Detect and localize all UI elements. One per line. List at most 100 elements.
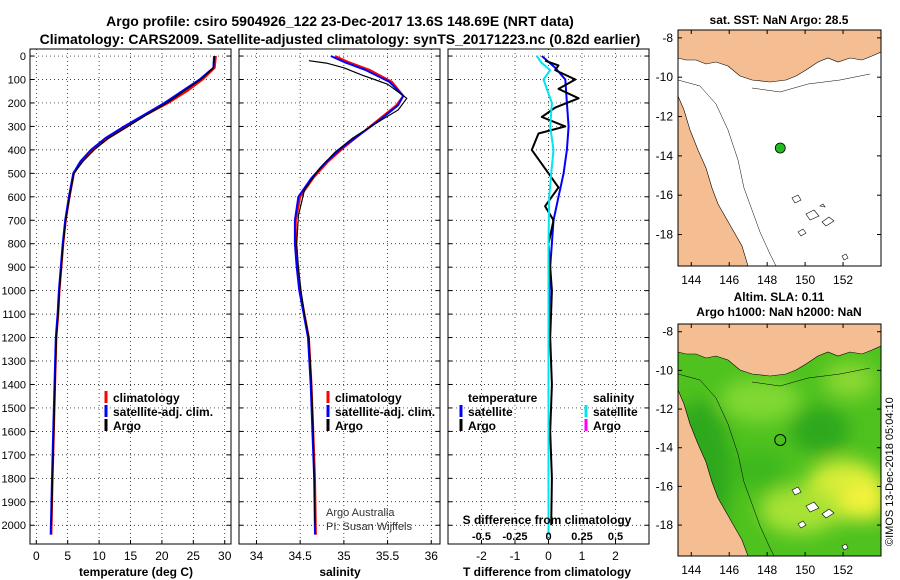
lat-tick-label: -18 (656, 228, 674, 242)
sla-map-panel: Altim. SLA: 0.11 Argo h1000: NaN h2000: … (656, 290, 882, 577)
x-tick-label: 35 (337, 549, 351, 563)
sla-map-land-west (678, 389, 749, 556)
s-difference-tick-labels: -0.5 -0.25 0 0.25 0.5 (472, 531, 623, 543)
y-tick-label: 1000 (2, 286, 26, 298)
lat-tick-label: -18 (656, 518, 674, 532)
lat-tick-label: -16 (656, 479, 674, 493)
lat-tick-label: -14 (656, 149, 674, 163)
s-diff-tick-label: -0.25 (502, 531, 527, 543)
x-tick-label: -1 (510, 549, 521, 563)
sla-map-title-line1: Altim. SLA: 0.11 (734, 290, 825, 304)
salinity-axes-box (238, 48, 441, 545)
y-tick-label: 200 (8, 98, 26, 110)
y-tick-label: 1600 (2, 426, 26, 438)
y-tick-label: 600 (8, 192, 26, 204)
sst-map-shelf-contour (678, 73, 871, 266)
sst-map-area (678, 30, 881, 266)
series-line-climatology (50, 55, 217, 535)
salinity-tick-labels: 34 34.5 35 35.5 36 (250, 549, 438, 563)
series-line-satellite-adj-clim- (293, 55, 405, 535)
series-line-t-argo (530, 59, 580, 526)
series-line-climatology (294, 55, 405, 535)
legend-label-s-argo: Argo (593, 419, 621, 433)
lat-tick-label: -12 (656, 110, 674, 124)
legend-label-argo: Argo (335, 419, 363, 433)
x-tick-label: 30 (218, 549, 232, 563)
lat-tick-label: -8 (662, 31, 673, 45)
x-tick-label: 20 (155, 549, 169, 563)
y-tick-label: 1800 (2, 473, 26, 485)
legend-label-satellite: satellite-adj. clim. (113, 405, 213, 419)
legend-title-temperature: temperature (468, 391, 538, 405)
salinity-annotation-line2: PI: Susan Wijffels (326, 521, 412, 533)
sla-map-lat-ticks: -8 -10 -12 -14 -16 -18 (656, 325, 881, 532)
lat-tick-label: -14 (656, 441, 674, 455)
x-tick-label: 1 (579, 549, 586, 563)
sla-map-lon-ticks: 144 146 148 150 152 (681, 324, 853, 577)
s-diff-tick-label: -0.5 (472, 531, 491, 543)
lat-tick-label: -8 (662, 325, 673, 339)
x-tick-label: 5 (64, 549, 71, 563)
y-tick-label: 100 (8, 74, 26, 86)
sla-map-land-north (678, 324, 881, 377)
y-tick-label: 400 (8, 145, 26, 157)
temperature-legend: climatology satellite-adj. clim. Argo (104, 391, 213, 433)
lat-tick-label: -10 (656, 70, 674, 84)
legend-label-s-satellite: satellite (593, 405, 638, 419)
y-tick-label: 1300 (2, 356, 26, 368)
lat-tick-label: -16 (656, 188, 674, 202)
depth-tick-labels: 0 100 200 300 400 500 600 700 800 900 1000 1100 1200… (2, 51, 26, 532)
x-tick-label: 34.5 (288, 549, 312, 563)
sst-map-lon-ticks: 144 146 148 150 152 (681, 30, 853, 287)
legend-label-t-argo: Argo (468, 419, 496, 433)
y-tick-label: 900 (8, 262, 26, 274)
series-line-s-satellite (535, 55, 555, 535)
x-tick-label: 0 (545, 549, 552, 563)
legend-label-satellite: satellite-adj. clim. (335, 405, 435, 419)
salinity-diff-legend: salinity satellite Argo (584, 391, 638, 433)
y-tick-label: 2000 (2, 520, 26, 532)
sst-map-islands (791, 194, 849, 261)
x-tick-label: 10 (92, 549, 106, 563)
lon-tick-label: 144 (681, 563, 701, 577)
temperature-diff-legend: temperature satellite Argo (459, 391, 538, 433)
legend-label-argo: Argo (113, 419, 141, 433)
y-tick-label: 800 (8, 239, 26, 251)
x-tick-label: 35.5 (376, 549, 400, 563)
x-tick-label: 34 (250, 549, 264, 563)
temperature-panel: 0100200300400500600700800900100011001200… (2, 48, 232, 579)
sst-map-frame (677, 29, 882, 267)
sla-map-points (774, 434, 787, 446)
y-tick-label: 1100 (2, 309, 26, 321)
series-line-t-satellite (541, 55, 570, 535)
series-line-argo (296, 60, 408, 526)
s-diff-tick-label: 0 (545, 531, 551, 543)
y-tick-label: 0 (20, 51, 26, 63)
temperature-xlabel: temperature (deg C) (79, 565, 193, 579)
lon-tick-label: 150 (795, 273, 815, 287)
series-line-argo (50, 55, 216, 526)
legend-title-salinity: salinity (593, 391, 635, 405)
difference-axes-box (447, 48, 650, 545)
x-tick-label: 25 (187, 549, 201, 563)
s-difference-label: S difference from climatology (463, 513, 632, 527)
salinity-annotation-line1: Argo Australia (326, 507, 395, 519)
lon-tick-label: 152 (833, 563, 853, 577)
sst-map-land-west (678, 95, 749, 266)
x-tick-label: -2 (476, 549, 487, 563)
argo-float-position (774, 434, 787, 446)
sst-map-panel: sat. SST: NaN Argo: 28.5 144 146 148 150 152… (656, 13, 882, 287)
y-tick-label: 1900 (2, 497, 26, 509)
salinity-panel: 34 34.5 35 35.5 36 salinity climatology sate… (238, 48, 441, 579)
lon-tick-label: 150 (795, 563, 815, 577)
sla-map-frame (677, 323, 882, 557)
s-diff-tick-label: 0.5 (608, 531, 623, 543)
temperature-axes-box (29, 48, 232, 545)
salinity-legend: climatology satellite-adj. clim. Argo (326, 391, 435, 433)
temperature-series (49, 55, 217, 535)
difference-series (530, 55, 580, 535)
s-diff-tick-label: 0.25 (571, 531, 592, 543)
sla-map-islands (791, 486, 849, 551)
sst-map-points (774, 142, 786, 154)
salinity-xlabel: salinity (319, 565, 361, 579)
